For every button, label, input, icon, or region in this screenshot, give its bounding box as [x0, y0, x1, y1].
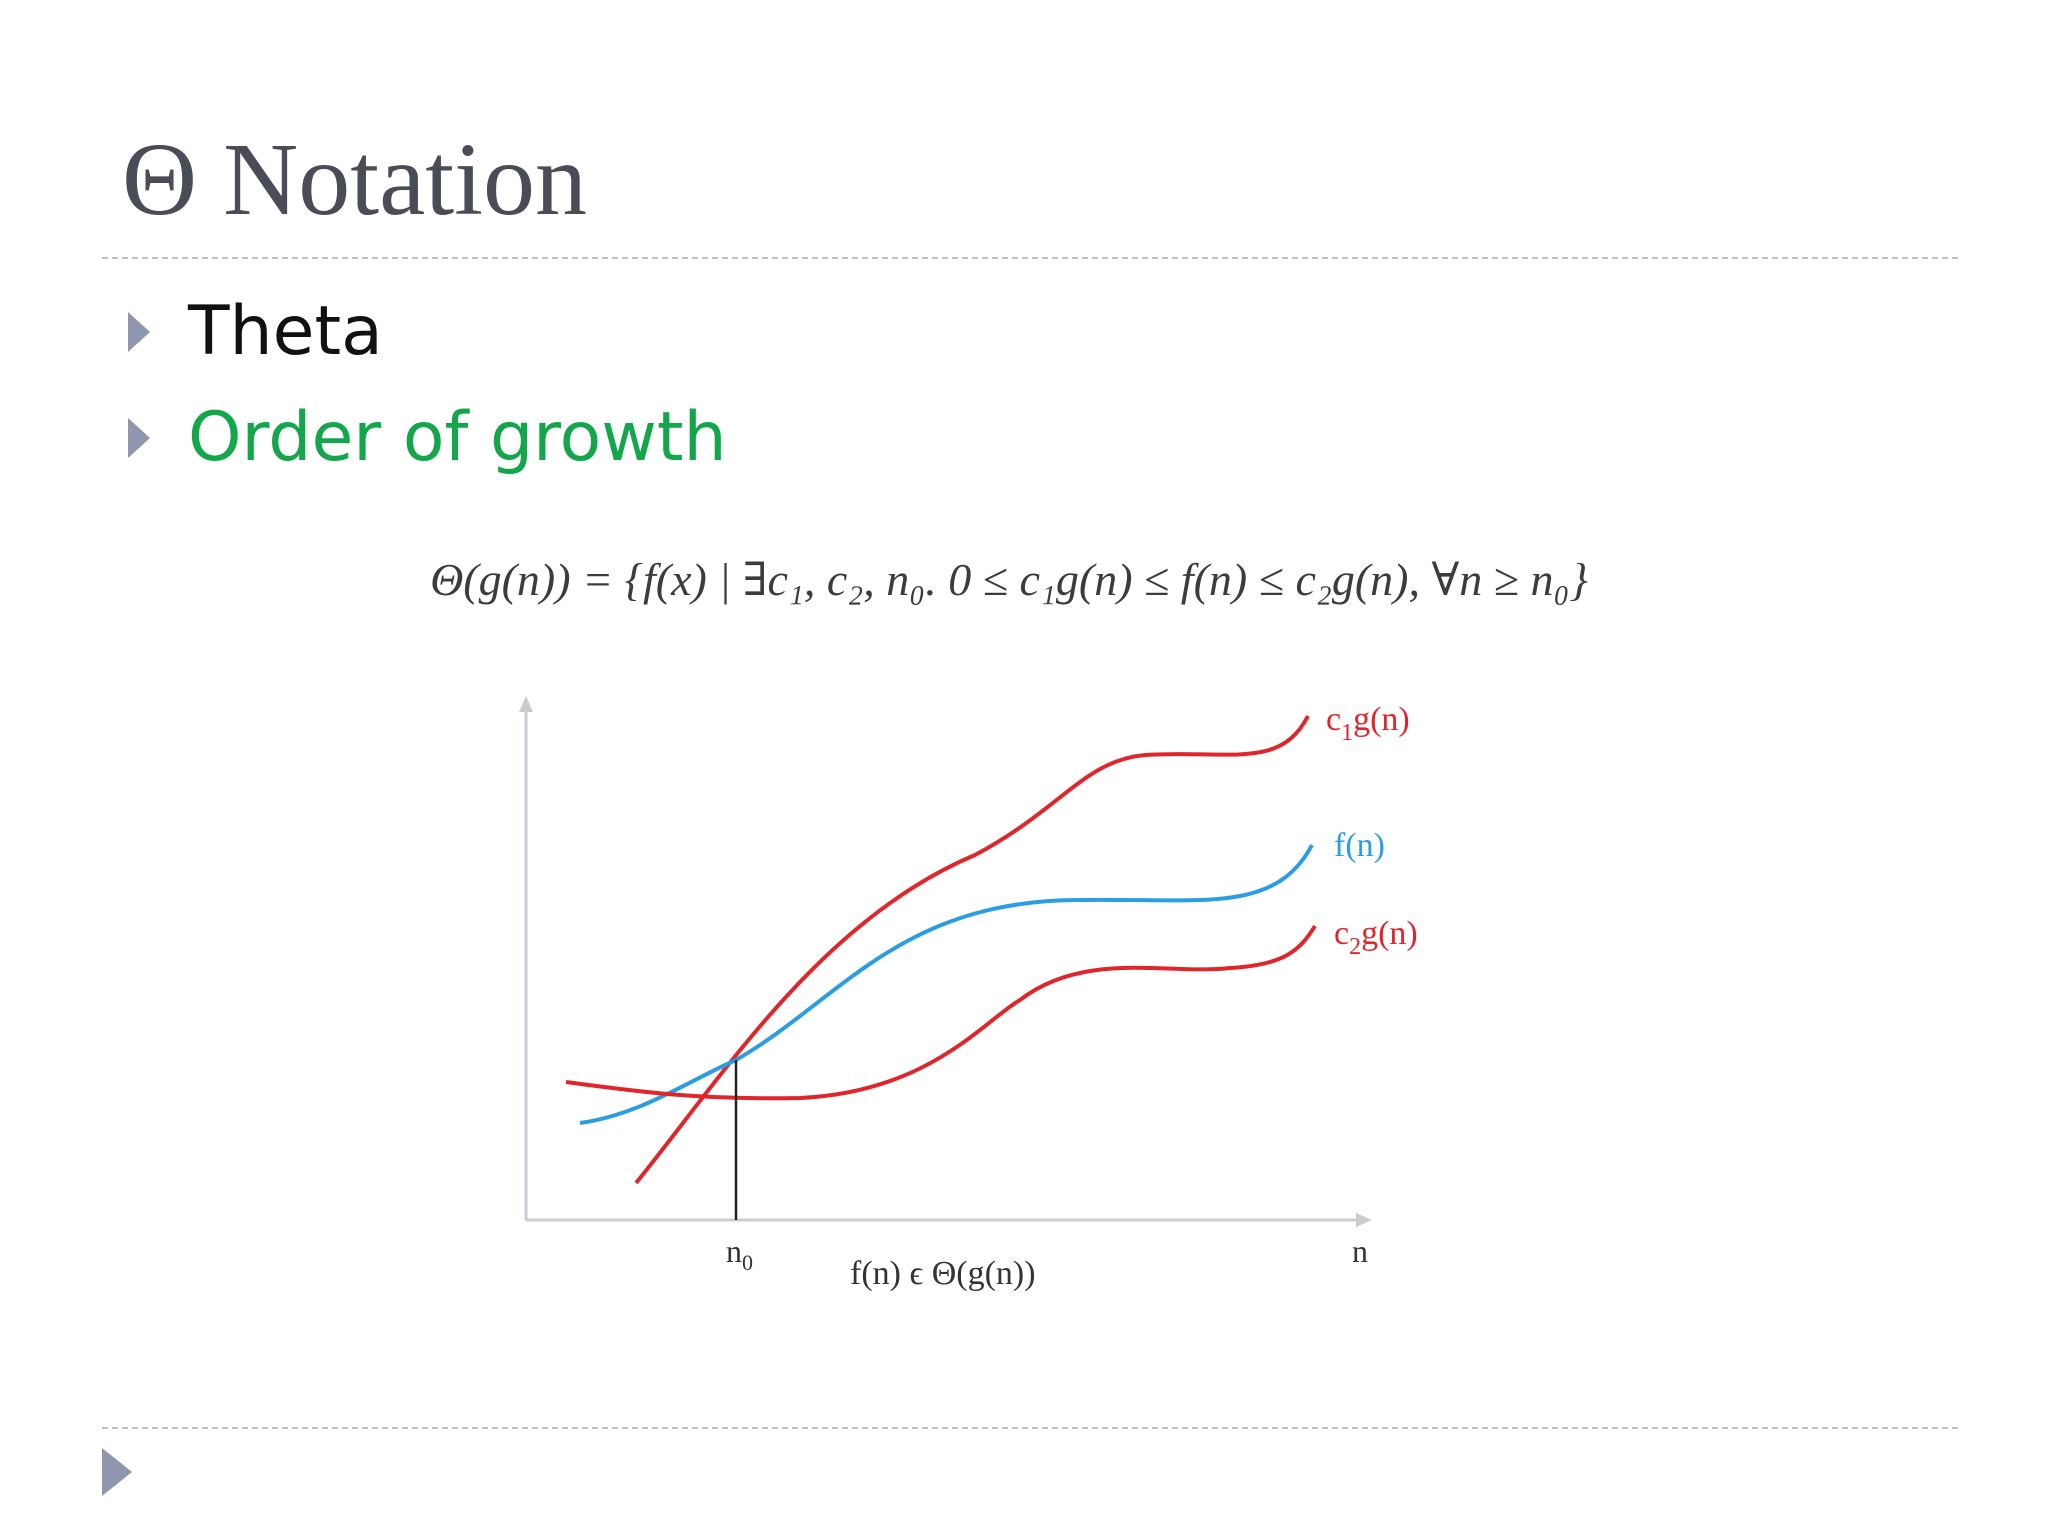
n0-label: n0 [726, 1233, 753, 1275]
corner-triangle-icon [102, 1448, 132, 1496]
bullet-text: Order of growth [188, 398, 727, 477]
bullet-arrow-icon [128, 418, 150, 458]
label-c1-g-n: c1g(n) [1326, 701, 1410, 746]
bullet-theta: Theta [128, 298, 383, 366]
y-axis-arrowhead [519, 696, 533, 712]
footer-divider [102, 1427, 1958, 1429]
bullet-text: Theta [188, 292, 383, 371]
theta-definition-formula: Θ(g(n)) = {f(x) | ∃c₁, c₂, n₀. 0 ≤ c₁g(n… [430, 554, 1588, 605]
x-axis-label: n [1352, 1233, 1368, 1269]
label-f-n: f(n) [1334, 827, 1385, 864]
label-c2-g-n: c2g(n) [1334, 915, 1418, 960]
x-axis-arrowhead [1356, 1213, 1372, 1227]
bullet-order-of-growth: Order of growth [128, 404, 727, 472]
diagram-caption: f(n) ϵ Θ(g(n)) [850, 1255, 1036, 1292]
curve-c2-g-n [565, 924, 1317, 1101]
curve-c1-g-n [634, 715, 1310, 1185]
curve-f-n [579, 844, 1314, 1125]
slide-title: Θ Notation [122, 122, 588, 237]
bullet-arrow-icon [128, 312, 150, 352]
title-divider [102, 257, 1958, 259]
